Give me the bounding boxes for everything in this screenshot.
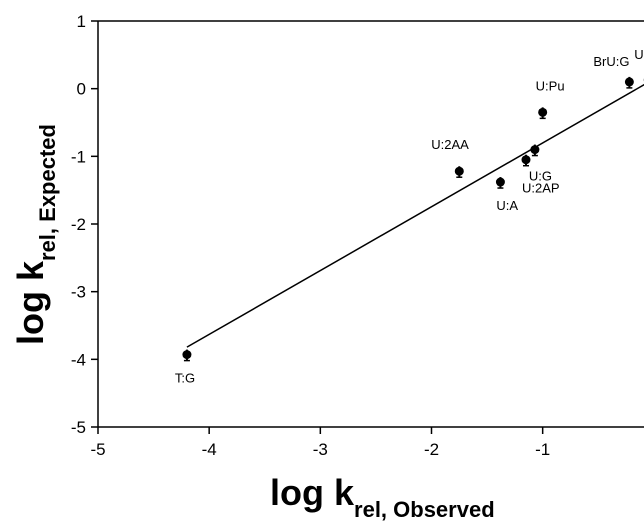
data-point <box>182 350 192 360</box>
point-label: BrU:G <box>593 54 629 69</box>
data-points <box>182 76 644 362</box>
x-tick-label: -1 <box>535 440 550 459</box>
y-axis-title-sub: rel, Expected <box>35 124 60 261</box>
point-label: U:2AP <box>522 181 560 196</box>
y-tick-label: -2 <box>71 215 86 234</box>
y-tick-label: -5 <box>71 418 86 437</box>
fit-line-group <box>186 83 644 348</box>
point-label: U:G <box>529 169 552 184</box>
x-axis-title-sub: rel, Observed <box>354 497 495 522</box>
point-label: U:A <box>496 198 518 213</box>
y-tick-label: 0 <box>77 80 86 99</box>
y-axis-title-main: log k <box>10 260 51 345</box>
point-label: U:HX <box>634 47 644 62</box>
ticks: -5-4-3-2-101-5-4-3-2-101 <box>71 12 550 459</box>
y-tick-label: -1 <box>71 147 86 166</box>
y-tick-label: -3 <box>71 283 86 302</box>
point-labels: T:GU:2AAU:AU:2APU:GU:PuBrU:GU:HXU:GClU:G… <box>175 47 644 386</box>
x-axis-title: log krel, Observed <box>270 472 495 522</box>
y-axis-title: log krel, Expected <box>10 124 60 345</box>
point-label: U:Pu <box>536 78 565 93</box>
data-point <box>454 166 464 176</box>
y-tick-label: 1 <box>77 12 86 31</box>
point-label: T:G <box>175 371 195 386</box>
data-point <box>521 155 531 165</box>
x-axis-title-main: log k <box>270 472 355 513</box>
fit-line <box>186 83 644 348</box>
data-point <box>495 177 505 187</box>
x-tick-label: -2 <box>424 440 439 459</box>
y-tick-label: -4 <box>71 350 86 369</box>
data-point <box>624 77 634 87</box>
x-tick-label: -5 <box>90 440 105 459</box>
point-label: U:2AA <box>431 137 469 152</box>
data-point <box>530 145 540 155</box>
x-tick-label: -3 <box>313 440 328 459</box>
data-point <box>538 107 548 117</box>
x-tick-label: -4 <box>202 440 217 459</box>
